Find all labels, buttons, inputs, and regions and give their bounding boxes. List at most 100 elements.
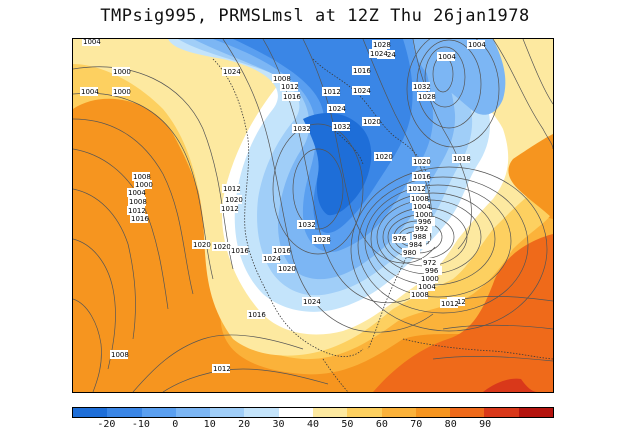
isobar-label: 1024 <box>223 68 241 76</box>
isobar-label-box <box>412 232 430 241</box>
isobar-label: 1016 <box>353 67 371 75</box>
isobar-label-box <box>82 39 100 46</box>
isobar-label: 1024 <box>263 255 281 263</box>
isobar-label-box <box>412 82 430 91</box>
isobar-label: 1020 <box>363 118 381 126</box>
isobar-label-box <box>372 40 390 49</box>
isobar-label-box <box>282 92 300 101</box>
isobar-label: 1024 <box>353 87 371 95</box>
isobar-label-box <box>408 240 426 249</box>
isobar-label-box <box>130 214 148 223</box>
temperature-field-east-orange <box>508 134 553 219</box>
isobar-label-box <box>224 195 242 204</box>
isobar-label-box <box>374 152 392 161</box>
isobar-label-box <box>128 197 146 206</box>
isobar-label: 1016 <box>131 215 149 223</box>
isobar-label: 1000 <box>113 68 131 76</box>
isobar-label-box <box>212 242 230 251</box>
colorbar-tick-label: -10 <box>131 419 150 430</box>
isobar-label-box <box>424 266 442 275</box>
isobar-label-box <box>262 254 280 263</box>
isobar-label: 1032 <box>333 123 351 131</box>
isobar-label: 1008 <box>129 198 147 206</box>
isobar-label-box <box>272 246 290 255</box>
colorbar-swatch <box>518 408 553 417</box>
isobar-label-box <box>392 234 410 243</box>
isobar-label: 1016 <box>231 247 249 255</box>
isobar-label: 1004 <box>81 88 99 96</box>
colorbar-tick-label: 70 <box>410 419 423 430</box>
isobar-label-box <box>412 172 430 181</box>
isobar-label: 1028 <box>373 41 391 49</box>
isobar-label-box <box>410 194 428 203</box>
isobar-label: 1024 <box>328 105 346 113</box>
colorbar-swatch <box>347 408 382 417</box>
isobar-label: 1004 <box>128 189 146 197</box>
isobar-label: 992 <box>415 225 428 233</box>
isobar-label: 1020 <box>225 196 243 204</box>
colorbar-swatch <box>73 408 108 417</box>
temperature-field-greenland-cold <box>413 39 506 115</box>
isobar-label-box <box>297 220 315 229</box>
isobar-label-box <box>247 310 265 319</box>
colorbar-swatch <box>107 408 142 417</box>
isobar-label: 1020 <box>193 241 211 249</box>
isobar-label-box <box>80 87 98 96</box>
isobar-label-box <box>312 235 330 244</box>
isobar-label: 1028 <box>418 93 436 101</box>
colorbar-tick-label: 20 <box>238 419 251 430</box>
weather-map: 1004 1000 1004 1000 1024 1008 1012 1016 1028 1024… <box>72 38 554 393</box>
isobar-label-box <box>220 204 238 213</box>
isobar-label: 1012 <box>223 185 241 193</box>
isobar-label-box <box>230 246 248 255</box>
isobar-label-box <box>212 364 230 373</box>
colorbar-tick-label: -20 <box>97 419 116 430</box>
colorbar-swatch <box>312 408 348 417</box>
isobar-label: 1012 <box>128 207 146 215</box>
isobar-label-box <box>417 282 435 291</box>
isobar-label: 1020 <box>278 265 296 273</box>
isobar-label: 980 <box>403 249 416 257</box>
isobar-label-box <box>112 67 130 76</box>
colorbar-tick-label: 40 <box>306 419 320 430</box>
isobar-label-box <box>352 66 370 75</box>
colorbar-tick-label: 30 <box>272 419 285 430</box>
isobar-label: 996 <box>425 267 439 275</box>
map-title: TMPsig995, PRMSLmsl at 12Z Thu 26jan1978 <box>100 6 530 26</box>
isobar-label: 976 <box>393 235 407 243</box>
isobar-label-box <box>422 258 440 267</box>
isobar-label: 1008 <box>273 75 291 83</box>
isobar-label-box <box>414 224 432 233</box>
isobar-label: 1016 <box>248 311 266 319</box>
isobar-label-box <box>412 202 430 211</box>
colorbar-ticks: -20 -10 0 10 20 30 40 50 60 70 80 90 <box>72 419 554 433</box>
isobar-label: 1032 <box>298 221 316 229</box>
isobar-label: 1024 <box>378 51 396 59</box>
isobar-label: 1012 <box>408 185 426 193</box>
isobar-label-box <box>112 87 130 96</box>
colorbar-swatch <box>381 408 416 417</box>
colorbar-tick-label: 0 <box>172 419 179 430</box>
isobar-label-box <box>452 154 470 163</box>
isobar-label: 1004 <box>438 53 456 61</box>
isobar-label: 1000 <box>135 181 153 189</box>
isobar-label: 1008 <box>111 351 129 359</box>
isobar-label: 1004 <box>83 39 101 46</box>
isobar-label: 984 <box>409 241 423 249</box>
isobar-label: 1020 <box>375 153 393 161</box>
isobar-label: 1024 <box>370 50 388 58</box>
isobar-label-box <box>352 86 370 95</box>
isobar-label-box <box>407 184 425 193</box>
isobar-label: 1012 <box>281 83 299 91</box>
isobar-label-box <box>292 124 310 133</box>
isobar-label: 1028 <box>313 236 331 244</box>
isobar-label: 1004 <box>468 41 486 49</box>
isobar-label: 1032 <box>413 83 431 91</box>
isobar-label-box <box>412 157 430 166</box>
isobar-label-box <box>410 290 428 299</box>
isobar-label: 1018 <box>453 155 471 163</box>
isobar-label-box <box>110 350 128 359</box>
